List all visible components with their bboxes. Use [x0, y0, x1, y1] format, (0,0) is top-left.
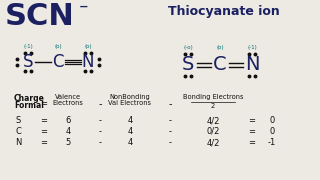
Text: -1: -1 [268, 138, 276, 147]
Text: 5: 5 [65, 138, 71, 147]
Text: 6: 6 [65, 116, 71, 125]
Text: Electrons: Electrons [52, 100, 84, 106]
Text: =: = [41, 116, 47, 125]
Text: -: - [169, 116, 172, 125]
Text: 4/2: 4/2 [206, 138, 220, 147]
Text: Formal: Formal [14, 101, 44, 110]
Text: -: - [169, 127, 172, 136]
Text: 0: 0 [269, 127, 275, 136]
Text: (o): (o) [216, 45, 224, 50]
Text: 4: 4 [127, 116, 132, 125]
Text: 4: 4 [127, 127, 132, 136]
Text: =: = [249, 116, 255, 125]
Text: N: N [15, 138, 21, 147]
Text: N: N [245, 55, 259, 75]
Text: -: - [99, 127, 101, 136]
Text: S: S [182, 55, 194, 75]
Text: Charge: Charge [14, 94, 45, 103]
Text: ⁻: ⁻ [79, 2, 89, 20]
Text: 0/2: 0/2 [206, 127, 220, 136]
Text: C: C [213, 55, 227, 75]
Text: -: - [99, 138, 101, 147]
Text: (o): (o) [54, 44, 62, 49]
Text: -: - [99, 116, 101, 125]
Text: -: - [169, 138, 172, 147]
Text: =: = [41, 99, 47, 108]
Text: C: C [15, 127, 21, 136]
Text: 0: 0 [269, 116, 275, 125]
Text: =: = [41, 127, 47, 136]
Text: =: = [249, 127, 255, 136]
Text: N: N [82, 53, 94, 71]
Text: =: = [41, 138, 47, 147]
Text: Thiocyanate ion: Thiocyanate ion [168, 5, 280, 18]
Text: =: = [249, 138, 255, 147]
Text: Val Electrons: Val Electrons [108, 100, 151, 106]
Text: Bonding Electrons: Bonding Electrons [183, 94, 243, 100]
Text: NonBonding: NonBonding [110, 94, 150, 100]
Text: (-1): (-1) [23, 44, 33, 49]
Text: Valence: Valence [55, 94, 81, 100]
Text: (-1): (-1) [247, 45, 257, 50]
Text: 2: 2 [211, 102, 215, 109]
Text: (o): (o) [84, 44, 92, 49]
Text: S: S [15, 116, 20, 125]
Text: 4/2: 4/2 [206, 116, 220, 125]
Text: C: C [52, 53, 64, 71]
Text: S: S [23, 53, 33, 71]
Text: -: - [168, 99, 172, 109]
Text: SCN: SCN [5, 2, 75, 31]
Text: -: - [98, 99, 102, 109]
Text: 4: 4 [127, 138, 132, 147]
Text: 4: 4 [65, 127, 71, 136]
Text: (-o): (-o) [183, 45, 193, 50]
